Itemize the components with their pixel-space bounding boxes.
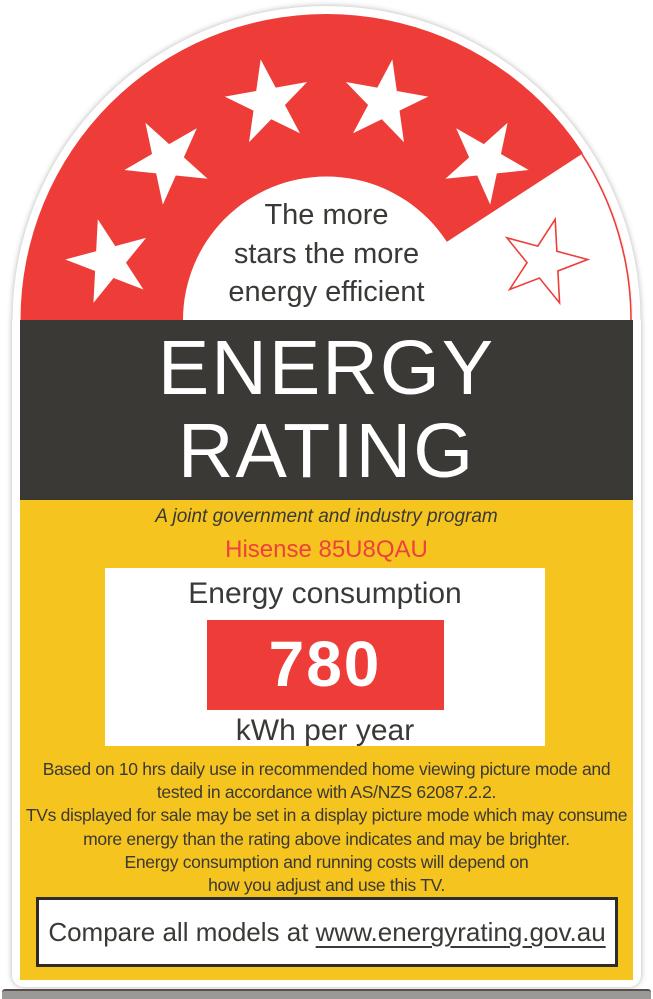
tagline-line: stars the more [233, 237, 420, 270]
consumption-title: Energy consumption [188, 577, 462, 610]
tagline-line: The more [264, 199, 389, 231]
fine-print: Based on 10 hrs daily use in recommended… [20, 758, 633, 897]
star-icon-filled [224, 59, 308, 143]
consumption-value-box: 780 [206, 620, 444, 710]
stars-group [65, 59, 591, 306]
bottom-edge-bar [2, 989, 651, 999]
compare-url-link[interactable]: www.energyrating.gov.au [315, 916, 606, 947]
title-line-rating: RATING [177, 408, 476, 494]
program-note: A joint government and industry program [155, 506, 498, 527]
star-icon-filled [124, 122, 208, 205]
title-line-energy: ENERGY [157, 325, 496, 411]
consumption-unit: kWh per year [235, 714, 415, 747]
arch-inner-semicircle [183, 176, 470, 320]
star-icon-filled [65, 219, 147, 303]
title-band: ENERGY RATING [20, 320, 633, 500]
fine-print-line: more energy than the rating above indica… [83, 828, 570, 849]
fine-print-line: Based on 10 hrs daily use in recommended… [42, 759, 611, 779]
wedge-outer-arc [581, 153, 632, 320]
star-icon-filled [345, 59, 429, 143]
tagline-line: energy efficient [228, 276, 425, 308]
star-icon-outline [504, 216, 591, 306]
header-tagline: The more stars the more energy efficient [166, 196, 487, 312]
model-name: Hisense 85U8QAU [225, 536, 428, 563]
consumption-value: 780 [268, 628, 382, 700]
fine-print-line: Energy consumption and running costs wil… [124, 851, 529, 872]
fine-print-line: TVs displayed for sale may be set in a d… [25, 805, 628, 826]
consumption-box: Energy consumption 780 kWh per year [105, 568, 545, 747]
yellow-section: A joint government and industry program … [20, 500, 633, 980]
compare-box: Compare all models at www.energyrating.g… [36, 897, 618, 967]
star-rating-arch [12, 6, 641, 320]
label-body: ENERGY RATING A joint government and ind… [12, 320, 641, 987]
star-icon-filled [445, 122, 529, 205]
fine-print-line: how you adjust and use this TV. [208, 875, 445, 896]
compare-text: Compare all models at [48, 916, 316, 947]
fine-print-line: tested in accordance with AS/NZS 62087.2… [156, 782, 497, 803]
